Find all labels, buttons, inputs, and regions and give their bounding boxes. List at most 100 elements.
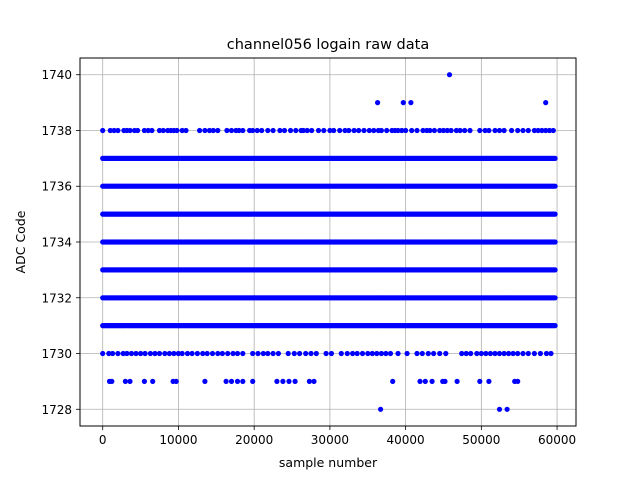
y-tick-label: 1730: [41, 347, 72, 361]
data-point: [250, 127, 256, 134]
data-point: [444, 127, 450, 134]
data-point: [297, 350, 303, 357]
data-point: [414, 350, 420, 357]
data-point: [482, 127, 488, 134]
data-point: [194, 350, 200, 357]
data-point: [354, 350, 360, 357]
data-point: [206, 127, 213, 134]
x-axis-label: sample number: [279, 455, 378, 470]
data-point: [171, 350, 177, 357]
data-point: [487, 350, 493, 357]
data-point: [277, 127, 283, 134]
data-point: [520, 350, 526, 357]
data-point: [293, 127, 299, 134]
data-point: [308, 350, 314, 357]
data-point: [390, 378, 396, 384]
data-point: [552, 267, 558, 273]
data-point: [419, 350, 425, 357]
data-point: [344, 350, 350, 357]
data-point: [111, 127, 117, 134]
data-point: [478, 350, 484, 357]
data-point: [328, 350, 334, 357]
data-point: [228, 127, 235, 134]
data-point: [414, 127, 420, 134]
data-point: [133, 350, 139, 357]
data-point: [224, 127, 230, 134]
data-point: [427, 127, 433, 134]
x-tick-label: 50000: [462, 433, 500, 447]
x-tick-label: 40000: [387, 433, 425, 447]
data-point: [361, 127, 367, 134]
data-point: [448, 127, 454, 134]
data-point: [400, 100, 406, 106]
data-point: [223, 378, 229, 384]
data-point: [337, 127, 343, 134]
data-point: [150, 378, 156, 384]
data-point: [462, 127, 468, 134]
data-point: [315, 127, 322, 134]
data-point: [300, 127, 306, 134]
data-point: [197, 127, 203, 134]
data-point: [510, 350, 516, 357]
data-point: [501, 127, 507, 134]
data-point: [422, 378, 428, 384]
data-point: [285, 350, 291, 357]
data-point: [240, 350, 246, 357]
data-point: [383, 350, 389, 357]
data-point: [236, 127, 242, 134]
data-point: [552, 323, 558, 329]
data-point: [209, 350, 216, 357]
data-point: [215, 350, 221, 357]
data-point: [474, 350, 480, 357]
data-point: [120, 350, 126, 357]
data-point: [552, 211, 558, 217]
data-point: [210, 127, 216, 134]
x-tick-label: 60000: [538, 433, 576, 447]
x-tick-label: 20000: [235, 433, 273, 447]
data-point: [453, 127, 459, 134]
data-point: [515, 378, 521, 384]
data-point: [270, 350, 276, 357]
y-axis-label: ADC Code: [13, 210, 28, 273]
data-point: [306, 378, 312, 384]
data-point: [486, 127, 492, 134]
data-point: [162, 350, 168, 357]
data-point: [437, 127, 443, 134]
data-point: [204, 350, 210, 357]
y-tick-label: 1740: [41, 68, 72, 82]
data-point: [100, 350, 106, 357]
data-point: [454, 378, 460, 384]
data-point: [145, 127, 151, 134]
data-point: [202, 378, 208, 384]
x-axis-ticks: 0 10000 20000 30000 40000 50000 60000: [99, 426, 576, 447]
data-point: [124, 350, 130, 357]
data-point: [395, 127, 401, 134]
data-point: [275, 350, 281, 357]
data-point: [552, 155, 558, 161]
data-point: [160, 127, 166, 134]
data-point: [375, 100, 381, 106]
data-point: [225, 350, 231, 357]
data-point: [525, 350, 531, 357]
data-point: [552, 239, 558, 245]
data-point: [183, 127, 189, 134]
data-point: [202, 127, 208, 134]
data-point: [420, 127, 426, 134]
data-point: [539, 127, 545, 134]
data-point: [457, 127, 463, 134]
data-point: [543, 350, 550, 357]
x-tick-label: 30000: [311, 433, 349, 447]
data-point: [142, 350, 148, 357]
data-point: [109, 378, 115, 384]
data-point: [486, 378, 492, 384]
data-point: [417, 378, 423, 384]
data-point: [281, 127, 288, 134]
data-point: [374, 350, 380, 357]
data-point: [342, 127, 348, 134]
data-point: [550, 127, 556, 134]
data-point: [304, 127, 310, 134]
data-point: [265, 127, 271, 134]
data-point: [506, 350, 512, 357]
data-point: [409, 127, 415, 134]
